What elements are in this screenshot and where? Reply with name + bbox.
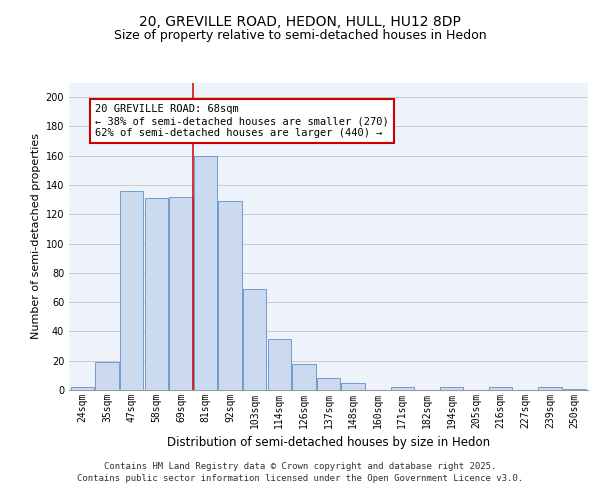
X-axis label: Distribution of semi-detached houses by size in Hedon: Distribution of semi-detached houses by … (167, 436, 490, 450)
Bar (71, 387, 94, 390)
Text: Size of property relative to semi-detached houses in Hedon: Size of property relative to semi-detach… (113, 28, 487, 42)
Y-axis label: Number of semi-detached properties: Number of semi-detached properties (31, 133, 41, 339)
Bar (169, 196, 193, 390)
Text: 20 GREVILLE ROAD: 68sqm
← 38% of semi-detached houses are smaller (270)
62% of s: 20 GREVILLE ROAD: 68sqm ← 38% of semi-de… (95, 104, 389, 138)
Bar (194, 156, 217, 390)
Bar (145, 198, 168, 390)
Bar (218, 201, 242, 390)
Bar (563, 388, 586, 390)
Bar (120, 191, 143, 390)
Bar (341, 382, 365, 390)
Bar (268, 339, 291, 390)
Bar (440, 387, 463, 390)
Text: 20, GREVILLE ROAD, HEDON, HULL, HU12 8DP: 20, GREVILLE ROAD, HEDON, HULL, HU12 8DP (139, 16, 461, 30)
Bar (243, 289, 266, 390)
Bar (292, 364, 316, 390)
Bar (95, 362, 119, 390)
Bar (391, 387, 414, 390)
Bar (489, 387, 512, 390)
Bar (538, 387, 562, 390)
Bar (317, 378, 340, 390)
Text: Contains HM Land Registry data © Crown copyright and database right 2025.
Contai: Contains HM Land Registry data © Crown c… (77, 462, 523, 483)
